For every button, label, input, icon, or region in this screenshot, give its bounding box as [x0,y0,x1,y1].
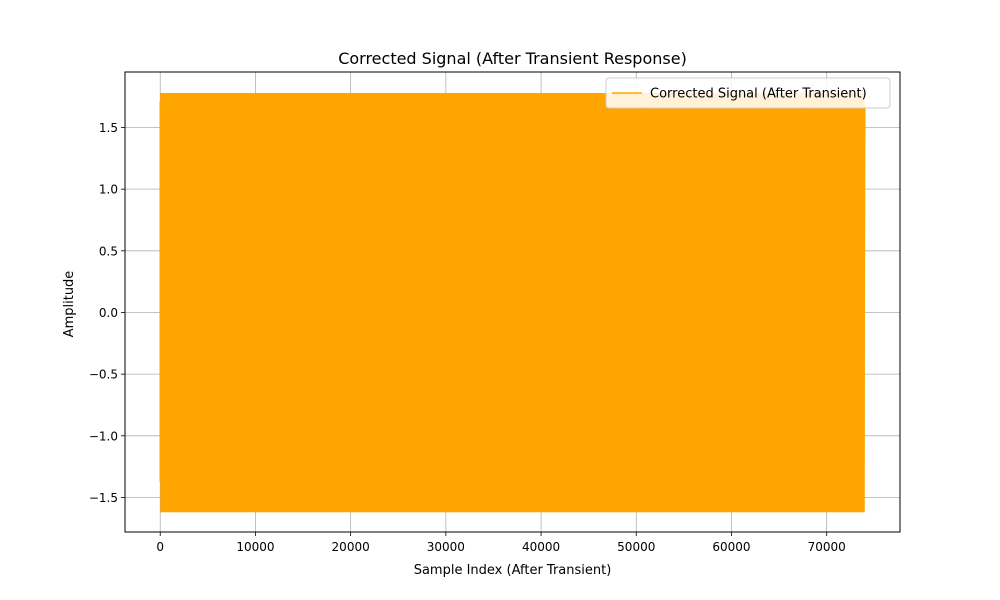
x-tick-label: 0 [156,540,164,554]
legend-label: Corrected Signal (After Transient) [650,87,867,102]
plot-frame [124,71,901,533]
x-tick-label: 70000 [808,540,846,554]
y-tick-label: −0.5 [89,368,118,382]
x-tick-label: 30000 [427,540,465,554]
y-tick-label: 1.0 [99,183,118,197]
y-axis-label: Amplitude [62,271,77,338]
x-axis-label: Sample Index (After Transient) [414,563,612,578]
chart-title: Corrected Signal (After Transient Respon… [338,49,687,68]
x-tick-label: 20000 [332,540,370,554]
y-tick-label: 0.5 [99,244,118,258]
x-tick-label: 40000 [522,540,560,554]
x-tick-label: 10000 [236,540,274,554]
y-tick-label: 1.5 [99,121,118,135]
y-tick-label: 0.0 [99,306,118,320]
series-layer [159,92,866,513]
ticks: 0 10000 20000 30000 40000 50000 60000 70000 −1.5… [89,121,846,554]
x-tick-label: 60000 [712,540,750,554]
legend-box [605,77,891,109]
x-tick-label: 50000 [617,540,655,554]
legend: Corrected Signal (After Transient) [605,77,891,109]
y-tick-label: −1.5 [89,491,118,505]
y-tick-label: −1.0 [89,429,118,443]
